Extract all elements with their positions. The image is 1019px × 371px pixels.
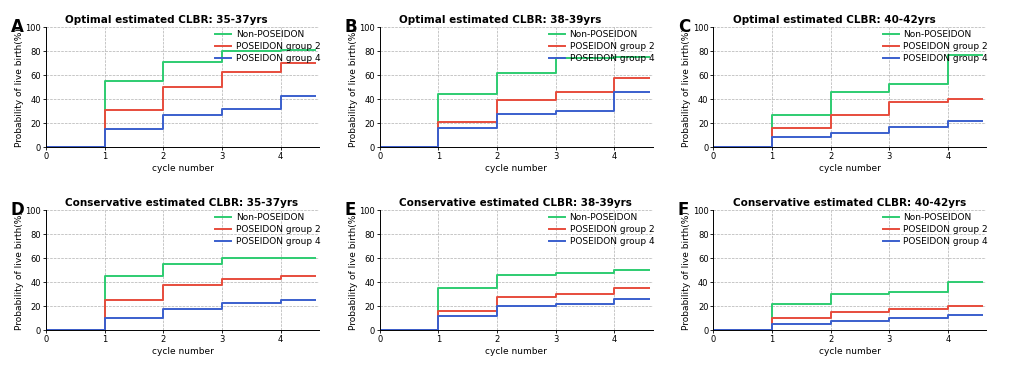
X-axis label: cycle number: cycle number <box>152 164 213 173</box>
Text: Conservative estimated CLBR: 35-37yrs: Conservative estimated CLBR: 35-37yrs <box>65 198 298 208</box>
Legend: Non-POSEIDON, POSEIDON group 2, POSEIDON group 4: Non-POSEIDON, POSEIDON group 2, POSEIDON… <box>214 212 321 247</box>
Legend: Non-POSEIDON, POSEIDON group 2, POSEIDON group 4: Non-POSEIDON, POSEIDON group 2, POSEIDON… <box>547 29 654 65</box>
Y-axis label: Probability of live birth(%): Probability of live birth(%) <box>15 211 24 330</box>
X-axis label: cycle number: cycle number <box>485 164 546 173</box>
Legend: Non-POSEIDON, POSEIDON group 2, POSEIDON group 4: Non-POSEIDON, POSEIDON group 2, POSEIDON… <box>880 29 987 65</box>
Legend: Non-POSEIDON, POSEIDON group 2, POSEIDON group 4: Non-POSEIDON, POSEIDON group 2, POSEIDON… <box>547 212 654 247</box>
Text: D: D <box>10 201 24 219</box>
Text: Conservative estimated CLBR: 40-42yrs: Conservative estimated CLBR: 40-42yrs <box>732 198 965 208</box>
Y-axis label: Probability of live birth(%): Probability of live birth(%) <box>348 28 358 147</box>
Y-axis label: Probability of live birth(%): Probability of live birth(%) <box>682 211 691 330</box>
Text: Conservative estimated CLBR: 38-39yrs: Conservative estimated CLBR: 38-39yrs <box>398 198 631 208</box>
Text: E: E <box>343 201 356 219</box>
Y-axis label: Probability of live birth(%): Probability of live birth(%) <box>15 28 24 147</box>
X-axis label: cycle number: cycle number <box>818 347 880 356</box>
Text: B: B <box>343 17 357 36</box>
Legend: Non-POSEIDON, POSEIDON group 2, POSEIDON group 4: Non-POSEIDON, POSEIDON group 2, POSEIDON… <box>214 29 321 65</box>
Y-axis label: Probability of live birth(%): Probability of live birth(%) <box>348 211 358 330</box>
X-axis label: cycle number: cycle number <box>152 347 213 356</box>
Text: A: A <box>10 17 23 36</box>
Text: C: C <box>678 17 690 36</box>
Y-axis label: Probability of live birth(%): Probability of live birth(%) <box>682 28 691 147</box>
Text: Optimal estimated CLBR: 40-42yrs: Optimal estimated CLBR: 40-42yrs <box>732 15 934 25</box>
X-axis label: cycle number: cycle number <box>818 164 880 173</box>
X-axis label: cycle number: cycle number <box>485 347 546 356</box>
Legend: Non-POSEIDON, POSEIDON group 2, POSEIDON group 4: Non-POSEIDON, POSEIDON group 2, POSEIDON… <box>880 212 987 247</box>
Text: F: F <box>678 201 689 219</box>
Text: Optimal estimated CLBR: 35-37yrs: Optimal estimated CLBR: 35-37yrs <box>65 15 267 25</box>
Text: Optimal estimated CLBR: 38-39yrs: Optimal estimated CLBR: 38-39yrs <box>398 15 600 25</box>
